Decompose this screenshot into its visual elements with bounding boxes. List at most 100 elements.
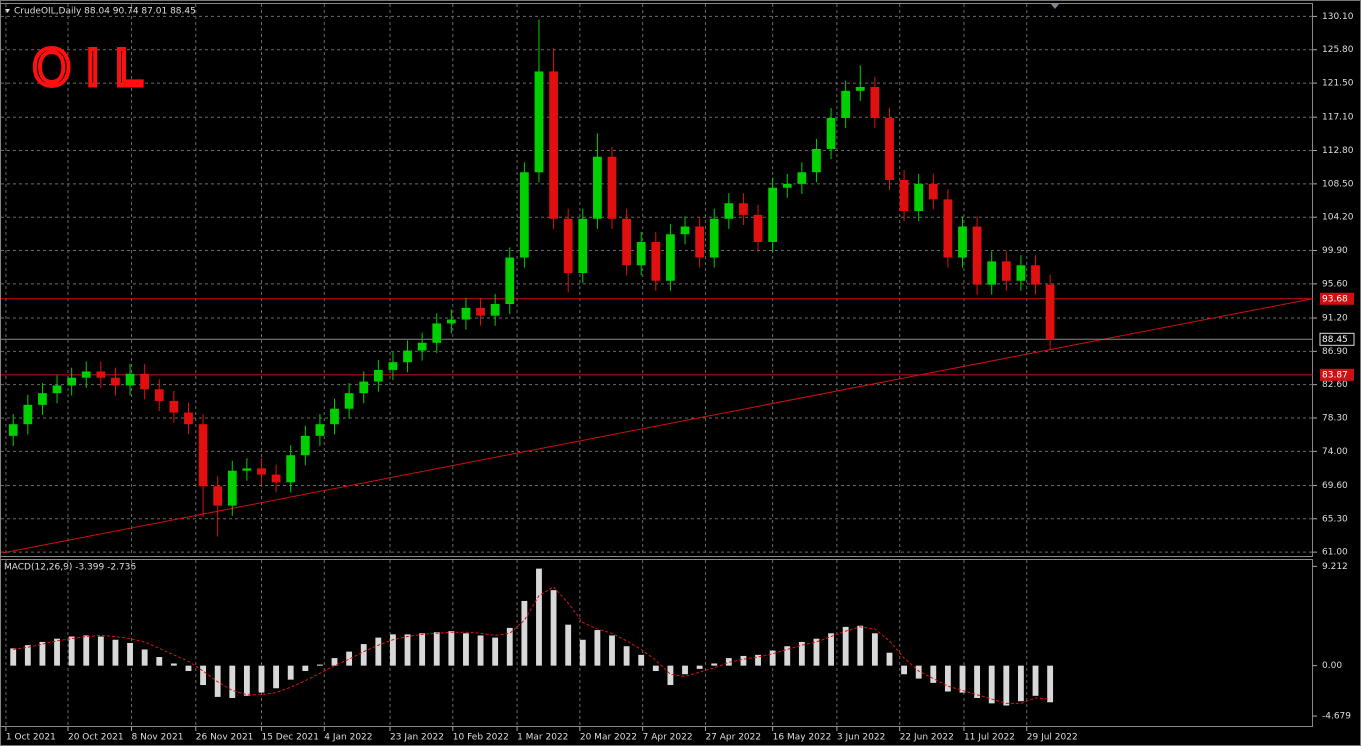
candle-body: [666, 234, 675, 281]
macd-bar: [54, 638, 60, 666]
x-tick-label: 26 Nov 2021: [196, 733, 254, 743]
x-tick-label: 3 Jun 2022: [837, 733, 885, 743]
macd-bar: [536, 568, 542, 666]
macd-bar: [988, 665, 995, 704]
candle-body: [812, 148, 821, 173]
macd-bar: [959, 665, 966, 693]
macd-bar: [755, 654, 761, 666]
candle-body: [184, 412, 193, 425]
candle-body: [213, 486, 223, 506]
macd-bar: [243, 665, 250, 696]
level-label: 93.68: [1322, 294, 1348, 304]
candle-body: [695, 226, 705, 258]
macd-bar: [316, 664, 323, 666]
y-tick-label: 9.212: [1322, 562, 1348, 572]
macd-bar: [39, 641, 46, 666]
macd-bar: [725, 658, 732, 666]
candle-body: [198, 424, 208, 487]
macd-bar: [463, 633, 469, 666]
y-tick-label: 65.30: [1322, 514, 1348, 524]
level-label: 83.87: [1322, 370, 1348, 380]
candle-body: [315, 424, 325, 436]
candle-body: [169, 400, 179, 413]
macd-bar: [711, 663, 718, 666]
macd-bar: [886, 652, 893, 666]
candle-body: [505, 257, 515, 305]
x-tick-label: 1 Mar 2022: [517, 733, 568, 743]
candle-body: [1045, 284, 1055, 340]
macd-panel: [0, 559, 1313, 727]
macd-bar: [302, 665, 309, 672]
macd-bar: [156, 657, 163, 666]
macd-bar: [594, 630, 601, 666]
macd-bar: [419, 633, 426, 666]
candle-body: [549, 71, 558, 219]
macd-bar: [200, 665, 206, 686]
candle-body: [622, 218, 631, 266]
candle-body: [446, 319, 456, 324]
candle-body: [739, 203, 748, 215]
candle-body: [140, 373, 150, 390]
y-tick-label: 0.00: [1322, 661, 1342, 671]
macd-bar: [842, 626, 849, 666]
x-tick-label: 29 Jul 2022: [1027, 733, 1078, 743]
macd-bar: [565, 624, 572, 666]
y-tick-label: 104.20: [1322, 213, 1354, 223]
candle-body: [943, 199, 953, 258]
x-tick-label: 15 Dec 2021: [261, 733, 319, 743]
candle-body: [38, 393, 47, 405]
macd-bar: [769, 650, 776, 666]
candle-body: [111, 377, 120, 386]
y-tick-label: 108.50: [1322, 179, 1354, 189]
y-tick-label: 121.50: [1322, 79, 1354, 89]
candle-body: [490, 304, 500, 316]
annotation: OIL: [32, 40, 156, 98]
y-tick-label: 74.00: [1322, 447, 1348, 457]
level-tag: [1320, 368, 1354, 381]
macd-bar: [1032, 665, 1039, 696]
y-tick-label: 69.60: [1322, 481, 1348, 491]
candle-body: [563, 218, 573, 274]
candle-body: [81, 371, 91, 378]
y-tick-label: 91.20: [1322, 313, 1348, 323]
candle-body: [1031, 265, 1040, 285]
macd-bar: [579, 639, 586, 666]
price-panel: [0, 3, 1313, 557]
candle-body: [227, 470, 237, 506]
candle-body: [987, 261, 997, 285]
candle-body: [8, 424, 18, 436]
macd-bar: [346, 651, 353, 666]
macd-bar: [652, 665, 659, 672]
macd-bar: [170, 663, 177, 666]
y-tick-label: 112.80: [1322, 146, 1354, 156]
x-tick-label: 10 Feb 2022: [453, 733, 509, 743]
candle-body: [257, 468, 266, 475]
y-tick-label: 61.00: [1322, 548, 1348, 558]
candle-body: [242, 468, 252, 471]
candle-body: [432, 323, 442, 343]
macd-bar: [24, 645, 31, 666]
candle-body: [344, 393, 354, 409]
x-tick-label: 27 Apr 2022: [705, 733, 761, 743]
macd-bar: [667, 665, 674, 686]
candle-body: [403, 350, 412, 363]
macd-bar: [798, 641, 805, 666]
macd-bar: [433, 632, 440, 666]
macd-bar: [1003, 665, 1010, 706]
x-tick-label: 8 Nov 2021: [132, 733, 184, 743]
macd-bar: [360, 644, 367, 666]
macd-bar: [112, 639, 119, 666]
macd-bar: [857, 625, 864, 666]
candle-body: [388, 362, 398, 370]
macd-bar: [696, 665, 703, 669]
macd-bar: [1017, 665, 1024, 702]
y-tick-label: 99.90: [1322, 246, 1348, 256]
macd-bar: [506, 627, 513, 666]
y-tick-label: 130.10: [1322, 12, 1354, 22]
level-tag: [1320, 292, 1354, 305]
candle-body: [125, 373, 135, 386]
candle-body: [300, 435, 310, 456]
x-tick-label: 23 Jan 2022: [390, 733, 444, 743]
y-tick-label: 125.80: [1322, 45, 1354, 55]
